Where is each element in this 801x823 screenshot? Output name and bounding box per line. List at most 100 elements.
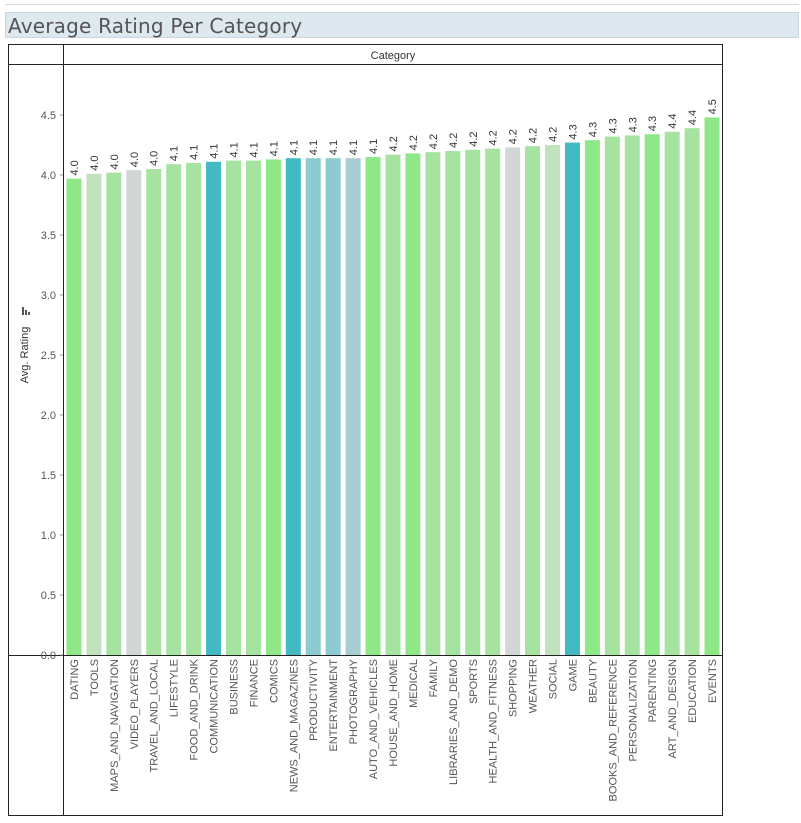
sort-icon[interactable] bbox=[22, 307, 30, 315]
data-label: 4.2 bbox=[448, 133, 460, 148]
bar-communication[interactable] bbox=[206, 161, 222, 656]
bar-weather[interactable] bbox=[525, 146, 541, 655]
bar-game[interactable] bbox=[564, 142, 580, 656]
data-label: 4.1 bbox=[189, 145, 201, 160]
bar-events[interactable] bbox=[704, 117, 720, 655]
bar-business[interactable] bbox=[225, 160, 241, 655]
top-divider bbox=[5, 4, 799, 5]
data-label: 4.2 bbox=[548, 127, 560, 142]
x-tick-label: LIFESTYLE bbox=[169, 659, 181, 717]
x-axis: DATING TOOLS MAPS_AND_NAVIGATION VIDEO_PLAY… bbox=[69, 658, 719, 801]
x-tick-label: FINANCE bbox=[248, 659, 260, 707]
x-tick-label: PHOTOGRAPHY bbox=[348, 658, 360, 744]
bar-beauty[interactable] bbox=[584, 140, 600, 655]
bar-health-and-fitness[interactable] bbox=[485, 148, 501, 655]
data-label: 4.2 bbox=[428, 134, 440, 149]
bar-video-players[interactable] bbox=[126, 170, 142, 655]
y-axis-label: Avg. Rating bbox=[19, 327, 31, 384]
data-label: 4.5 bbox=[707, 99, 719, 114]
x-tick-label: SHOPPING bbox=[508, 659, 520, 717]
bar-food-and-drink[interactable] bbox=[186, 163, 202, 655]
data-label: 4.2 bbox=[408, 135, 420, 150]
data-label: 4.3 bbox=[607, 118, 619, 133]
x-tick-label: SPORTS bbox=[468, 659, 480, 704]
y-tick-label: 1.0 bbox=[41, 530, 56, 542]
x-tick-label: COMICS bbox=[268, 659, 280, 703]
bar-house-and-home[interactable] bbox=[385, 154, 401, 655]
x-tick-label: EDUCATION bbox=[687, 659, 699, 723]
x-tick-label: NEWS_AND_MAGAZINES bbox=[288, 659, 300, 792]
x-tick-label: WEATHER bbox=[528, 659, 540, 713]
y-tick-label: 3.0 bbox=[41, 290, 56, 302]
bar-dating[interactable] bbox=[66, 178, 82, 655]
bar-news-and-magazines[interactable] bbox=[285, 158, 301, 655]
y-tick-label: 0.5 bbox=[41, 590, 56, 602]
bar-education[interactable] bbox=[684, 128, 700, 655]
x-tick-label: COMMUNICATION bbox=[209, 659, 221, 754]
y-tick-label: 0.0 bbox=[41, 650, 56, 662]
y-tick-label: 1.5 bbox=[41, 470, 56, 482]
y-tick-label: 3.5 bbox=[41, 230, 56, 242]
x-tick-label: BEAUTY bbox=[587, 658, 599, 703]
data-label: 4.2 bbox=[508, 129, 520, 144]
bar-entertainment[interactable] bbox=[325, 158, 341, 655]
x-tick-label: PARENTING bbox=[647, 659, 659, 722]
data-label: 4.0 bbox=[109, 154, 121, 169]
y-axis: 0.0 0.5 1.0 1.5 2.0 2.5 3.0 3.5 4.0 4.5 bbox=[41, 110, 63, 662]
x-tick-label: PRODUCTIVITY bbox=[308, 658, 320, 741]
x-tick-label: EVENTS bbox=[707, 659, 719, 703]
x-tick-label: GAME bbox=[567, 659, 579, 691]
chart-frame bbox=[8, 44, 723, 816]
bar-maps-and-navigation[interactable] bbox=[106, 172, 122, 655]
bar-parenting[interactable] bbox=[644, 134, 660, 655]
data-label: 4.1 bbox=[209, 144, 221, 159]
bar-finance[interactable] bbox=[245, 160, 261, 655]
bar-family[interactable] bbox=[425, 152, 441, 655]
data-label: 4.2 bbox=[388, 136, 400, 151]
data-label: 4.2 bbox=[488, 130, 500, 145]
bar-sports[interactable] bbox=[465, 149, 481, 656]
data-label: 4.0 bbox=[149, 151, 161, 166]
data-label: 4.1 bbox=[308, 140, 320, 155]
data-label: 4.1 bbox=[348, 140, 360, 155]
x-tick-label: FAMILY bbox=[428, 658, 440, 697]
bar-medical[interactable] bbox=[405, 153, 421, 655]
bar-auto-and-vehicles[interactable] bbox=[365, 157, 381, 655]
data-label: 4.1 bbox=[288, 140, 300, 155]
x-tick-label: LIBRARIES_AND_DEMO bbox=[448, 659, 460, 785]
bar-shopping[interactable] bbox=[505, 147, 521, 655]
data-label: 4.1 bbox=[248, 142, 260, 157]
data-label: 4.1 bbox=[169, 146, 181, 161]
column-header: Category bbox=[371, 50, 416, 62]
bar-comics[interactable] bbox=[265, 159, 281, 655]
bar-productivity[interactable] bbox=[305, 158, 321, 655]
x-tick-label: SOCIAL bbox=[548, 659, 560, 699]
bar-social[interactable] bbox=[545, 145, 561, 655]
x-tick-label: PERSONALIZATION bbox=[627, 659, 639, 762]
data-label: 4.4 bbox=[667, 114, 679, 129]
bar-tools[interactable] bbox=[86, 173, 102, 656]
x-tick-label: DATING bbox=[69, 659, 81, 700]
x-tick-label: VIDEO_PLAYERS bbox=[129, 659, 141, 749]
data-label: 4.0 bbox=[129, 152, 141, 167]
value-labels-group: 4.0 4.0 4.0 4.0 4.0 4.1 4.1 4.1 4.1 4.1 4.1 4.1 4.1 4… bbox=[69, 99, 719, 175]
bar-photography[interactable] bbox=[345, 158, 361, 655]
bar-libraries-and-demo[interactable] bbox=[445, 151, 461, 655]
data-label: 4.1 bbox=[328, 140, 340, 155]
data-label: 4.4 bbox=[687, 110, 699, 125]
data-label: 4.2 bbox=[468, 132, 480, 147]
bar-personalization[interactable] bbox=[624, 135, 640, 655]
x-tick-label: FOOD_AND_DRINK bbox=[189, 658, 201, 760]
bar-lifestyle[interactable] bbox=[166, 164, 182, 655]
x-tick-label: HEALTH_AND_FITNESS bbox=[488, 659, 500, 784]
bar-travel-and-local[interactable] bbox=[146, 169, 162, 655]
x-tick-label: TOOLS bbox=[89, 659, 101, 696]
y-tick-label: 2.0 bbox=[41, 410, 56, 422]
data-label: 4.0 bbox=[69, 160, 81, 175]
data-label: 4.3 bbox=[567, 124, 579, 139]
bar-books-and-reference[interactable] bbox=[604, 136, 620, 656]
x-tick-label: ART_AND_DESIGN bbox=[667, 659, 679, 758]
bar-art-and-design[interactable] bbox=[664, 131, 680, 656]
y-tick-label: 4.0 bbox=[41, 170, 56, 182]
